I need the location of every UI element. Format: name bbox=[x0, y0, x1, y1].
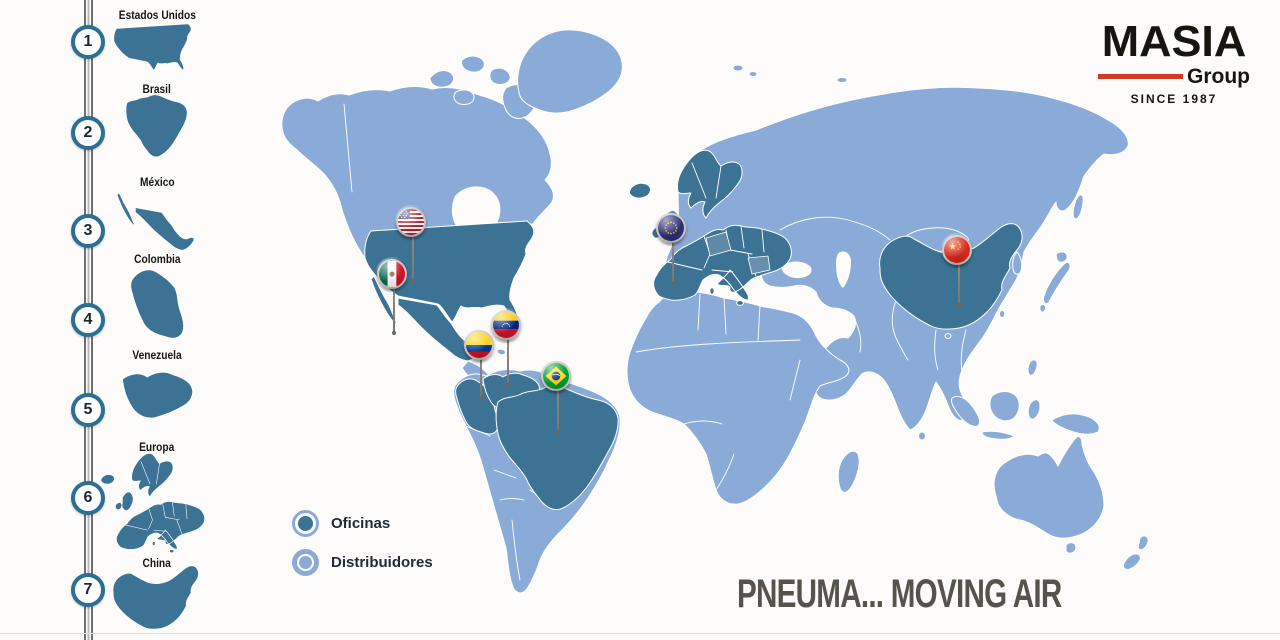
mexico-flag-icon bbox=[377, 259, 407, 289]
sidebar-shape-china bbox=[112, 565, 199, 630]
pin-stick bbox=[479, 347, 483, 400]
badge-number: 1 bbox=[83, 33, 93, 50]
badge-number: 5 bbox=[83, 401, 93, 418]
logo-subtitle-row: Group bbox=[1098, 66, 1250, 87]
map-pin-europa bbox=[653, 210, 691, 285]
slide-bottom-edge bbox=[0, 633, 1280, 634]
badge-number: 3 bbox=[83, 222, 93, 239]
legend-row-offices: Oficinas bbox=[292, 509, 433, 537]
pin-stick bbox=[671, 230, 675, 285]
distributors-legend-label: Distribuidores bbox=[331, 553, 433, 571]
map-pin-brasil bbox=[538, 358, 576, 434]
sidebar-shape-usa bbox=[113, 23, 192, 71]
badge-number: 2 bbox=[83, 124, 93, 141]
logo-since: SINCE 1987 bbox=[1130, 92, 1218, 106]
map-pin-estados-unidos bbox=[393, 204, 431, 283]
sidebar-badge-2: 2 bbox=[71, 116, 105, 150]
sidebar-label-china: China bbox=[142, 556, 172, 570]
badge-number: 4 bbox=[83, 311, 93, 328]
map-office-countries bbox=[364, 149, 1023, 511]
sidebar-shape-mexico bbox=[116, 192, 195, 251]
sidebar-badge-7: 7 bbox=[71, 573, 105, 607]
sidebar-shape-colombia bbox=[129, 268, 185, 340]
map-legend: Oficinas Distribuidores bbox=[292, 509, 433, 587]
sidebar-label-venezuela: Venezuela bbox=[132, 348, 182, 362]
sidebar-shape-venezuela bbox=[121, 371, 194, 419]
badge-number: 6 bbox=[83, 489, 93, 506]
logo-subtitle: Group bbox=[1187, 65, 1250, 88]
sidebar-label-estados-unidos: Estados Unidos bbox=[118, 8, 196, 22]
offices-legend-icon bbox=[292, 509, 319, 537]
pin-stick bbox=[506, 327, 510, 387]
colombia-flag-icon bbox=[464, 330, 494, 360]
pin-stick bbox=[411, 224, 415, 283]
eu-flag-icon bbox=[656, 213, 686, 243]
map-pin-colombia bbox=[461, 327, 499, 400]
legend-row-distributors: Distribuidores bbox=[292, 548, 433, 576]
sidebar-shape-europa bbox=[100, 453, 205, 554]
usa-flag-icon bbox=[396, 207, 426, 237]
logo-title: MASIA bbox=[1101, 17, 1247, 66]
sidebar-label-brasil: Brasil bbox=[142, 82, 172, 96]
badge-number: 7 bbox=[83, 581, 93, 598]
sidebar-badge-1: 1 bbox=[71, 25, 105, 59]
sidebar-silhouettes bbox=[100, 23, 205, 630]
masia-group-logo: MASIA Group SINCE 1987 bbox=[1098, 20, 1250, 106]
tagline: PNEUMA... MOVING AIR bbox=[737, 572, 1062, 616]
sidebar-label-europa: Europa bbox=[139, 440, 175, 454]
sidebar-badge-5: 5 bbox=[71, 393, 105, 427]
sidebar-badge-6: 6 bbox=[71, 481, 105, 515]
china-flag-icon bbox=[942, 235, 972, 265]
sidebar-shape-brazil bbox=[125, 94, 188, 158]
distributors-legend-icon bbox=[292, 548, 319, 576]
brazil-flag-icon bbox=[541, 361, 571, 391]
pin-stick bbox=[957, 252, 961, 307]
sidebar-badge-3: 3 bbox=[71, 214, 105, 248]
logo-red-line bbox=[1098, 74, 1183, 79]
offices-legend-label: Oficinas bbox=[331, 514, 391, 532]
pin-stick bbox=[392, 276, 396, 335]
map-pin-mexico bbox=[374, 256, 412, 335]
map-pin-china bbox=[939, 232, 977, 307]
pin-stick bbox=[556, 378, 560, 434]
sidebar-badge-4: 4 bbox=[71, 303, 105, 337]
sidebar-label-colombia: Colombia bbox=[133, 252, 181, 266]
sidebar-label-mexico: México bbox=[139, 175, 175, 189]
